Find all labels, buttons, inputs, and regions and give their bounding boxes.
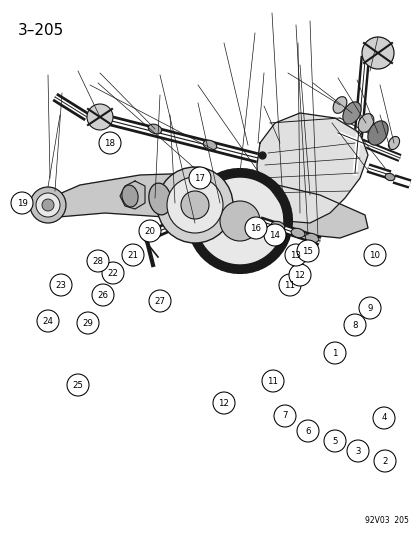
Circle shape bbox=[37, 310, 59, 332]
Polygon shape bbox=[256, 113, 367, 223]
Ellipse shape bbox=[387, 136, 399, 150]
Circle shape bbox=[92, 284, 114, 306]
Ellipse shape bbox=[304, 233, 318, 243]
Circle shape bbox=[102, 262, 124, 284]
Circle shape bbox=[263, 224, 285, 246]
Ellipse shape bbox=[244, 205, 274, 221]
Ellipse shape bbox=[357, 114, 373, 132]
Text: 3: 3 bbox=[354, 447, 360, 456]
Circle shape bbox=[77, 312, 99, 334]
Ellipse shape bbox=[148, 124, 161, 134]
Ellipse shape bbox=[203, 140, 216, 150]
Ellipse shape bbox=[271, 221, 284, 231]
Text: 7: 7 bbox=[282, 411, 287, 421]
Circle shape bbox=[323, 430, 345, 452]
Circle shape bbox=[296, 240, 318, 262]
Text: 1: 1 bbox=[332, 349, 337, 358]
Ellipse shape bbox=[175, 193, 224, 213]
Circle shape bbox=[50, 274, 72, 296]
Text: 5: 5 bbox=[332, 437, 337, 446]
Circle shape bbox=[189, 167, 211, 189]
Circle shape bbox=[288, 264, 310, 286]
Ellipse shape bbox=[332, 96, 346, 114]
Circle shape bbox=[372, 407, 394, 429]
Text: 21: 21 bbox=[127, 251, 138, 260]
Circle shape bbox=[296, 420, 318, 442]
Text: 13: 13 bbox=[290, 251, 301, 260]
Text: 22: 22 bbox=[107, 269, 118, 278]
Text: 2: 2 bbox=[381, 456, 387, 465]
Circle shape bbox=[30, 187, 66, 223]
Ellipse shape bbox=[290, 228, 304, 238]
Circle shape bbox=[273, 405, 295, 427]
Text: 26: 26 bbox=[97, 290, 108, 300]
Text: 16: 16 bbox=[250, 223, 261, 232]
Polygon shape bbox=[42, 173, 367, 238]
Text: 20: 20 bbox=[144, 227, 155, 236]
Circle shape bbox=[99, 132, 121, 154]
Text: 3–205: 3–205 bbox=[18, 23, 64, 38]
Circle shape bbox=[244, 217, 266, 239]
Circle shape bbox=[363, 244, 385, 266]
Circle shape bbox=[361, 37, 393, 69]
Text: 92V03  205: 92V03 205 bbox=[364, 516, 408, 525]
Circle shape bbox=[343, 314, 365, 336]
Circle shape bbox=[122, 244, 144, 266]
Circle shape bbox=[87, 104, 113, 130]
Text: 6: 6 bbox=[304, 426, 310, 435]
Circle shape bbox=[261, 370, 283, 392]
Circle shape bbox=[284, 244, 306, 266]
Text: 11: 11 bbox=[284, 280, 295, 289]
Circle shape bbox=[195, 177, 283, 265]
Polygon shape bbox=[120, 181, 145, 209]
Circle shape bbox=[212, 392, 235, 414]
Ellipse shape bbox=[148, 183, 171, 215]
Text: 17: 17 bbox=[194, 174, 205, 182]
Circle shape bbox=[36, 193, 60, 217]
Circle shape bbox=[149, 290, 171, 312]
Circle shape bbox=[67, 374, 89, 396]
Text: 24: 24 bbox=[43, 317, 53, 326]
Text: 4: 4 bbox=[380, 414, 386, 423]
Text: 9: 9 bbox=[366, 303, 372, 312]
Circle shape bbox=[139, 220, 161, 242]
Circle shape bbox=[219, 201, 259, 241]
Circle shape bbox=[278, 274, 300, 296]
Text: 18: 18 bbox=[104, 139, 115, 148]
Circle shape bbox=[166, 177, 223, 233]
Text: 25: 25 bbox=[72, 381, 83, 390]
Text: 11: 11 bbox=[267, 376, 278, 385]
Text: 14: 14 bbox=[269, 230, 280, 239]
Ellipse shape bbox=[384, 173, 394, 181]
Circle shape bbox=[42, 199, 54, 211]
Circle shape bbox=[346, 440, 368, 462]
Text: 10: 10 bbox=[369, 251, 380, 260]
Text: 8: 8 bbox=[351, 320, 357, 329]
Circle shape bbox=[157, 167, 233, 243]
Text: 23: 23 bbox=[55, 280, 66, 289]
Text: 12: 12 bbox=[294, 271, 305, 279]
Text: 19: 19 bbox=[17, 198, 27, 207]
Text: 29: 29 bbox=[82, 319, 93, 327]
Circle shape bbox=[87, 250, 109, 272]
Circle shape bbox=[373, 450, 395, 472]
Text: 27: 27 bbox=[154, 296, 165, 305]
Circle shape bbox=[188, 169, 291, 273]
Circle shape bbox=[11, 192, 33, 214]
Circle shape bbox=[323, 342, 345, 364]
Text: 15: 15 bbox=[302, 246, 313, 255]
Circle shape bbox=[358, 297, 380, 319]
Text: 12: 12 bbox=[218, 399, 229, 408]
Ellipse shape bbox=[367, 121, 387, 145]
Text: 28: 28 bbox=[92, 256, 103, 265]
Ellipse shape bbox=[342, 102, 360, 124]
Ellipse shape bbox=[121, 185, 138, 207]
Circle shape bbox=[180, 191, 209, 219]
